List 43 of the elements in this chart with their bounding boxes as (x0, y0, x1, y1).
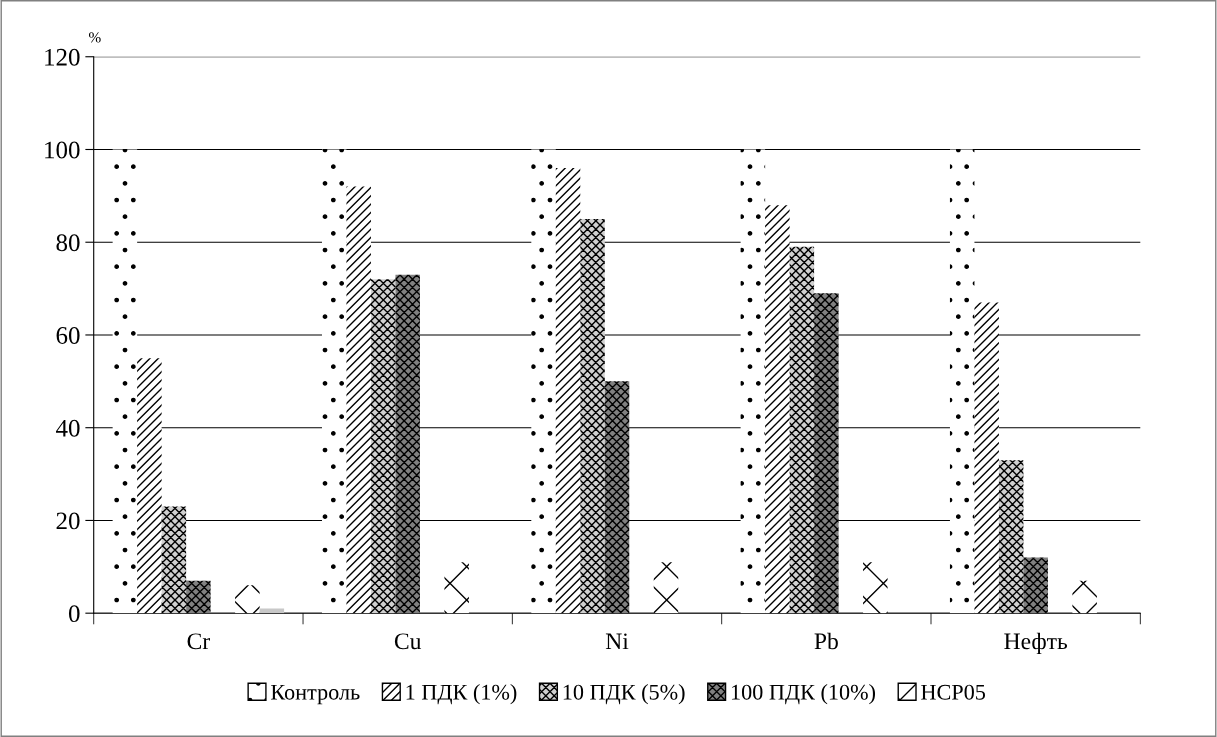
bar (653, 562, 679, 614)
y-tick-label: 20 (56, 512, 80, 530)
bar (580, 219, 605, 614)
y-tick-label: 60 (56, 327, 80, 344)
bar (949, 149, 975, 614)
y-tick-label: 80 (56, 234, 80, 252)
x-tick-label: Cr (187, 633, 210, 650)
bar (863, 562, 888, 614)
bar (604, 381, 630, 614)
bar (321, 149, 347, 614)
bar (444, 562, 469, 614)
bar (740, 149, 766, 614)
bar (346, 186, 371, 614)
x-tick-label: Pb (814, 632, 838, 650)
bar (765, 205, 790, 614)
bar (112, 149, 138, 614)
x-tick-label: Ni (605, 633, 629, 650)
legend-label: 10 ПДК (5%) (563, 684, 685, 705)
legend-label: НСР05 (921, 684, 986, 700)
y-tick-label: 120 (45, 48, 80, 66)
bar (998, 460, 1024, 614)
y-tick-label: 0 (68, 605, 80, 623)
legend-label: Контроль (271, 684, 360, 705)
x-tick-label: Нефть (1004, 632, 1068, 655)
bar (370, 279, 396, 614)
bar (789, 246, 815, 614)
x-tick-label: Cu (394, 633, 422, 650)
bar (161, 506, 187, 614)
bar (1072, 580, 1097, 614)
bar (235, 585, 260, 614)
bar (974, 302, 999, 614)
bar (137, 358, 162, 614)
y-axis-title: % (89, 32, 101, 43)
legend-label: 100 ПДК (10%) (731, 684, 876, 705)
bar (814, 293, 839, 614)
bar (555, 168, 581, 614)
y-tick-label: 40 (56, 419, 80, 437)
bar (1023, 557, 1048, 614)
legend-label: 1 ПДК (1%) (406, 684, 517, 705)
bar (186, 580, 211, 614)
bar (395, 274, 420, 614)
y-tick-label: 100 (45, 141, 80, 159)
bar (531, 149, 556, 614)
